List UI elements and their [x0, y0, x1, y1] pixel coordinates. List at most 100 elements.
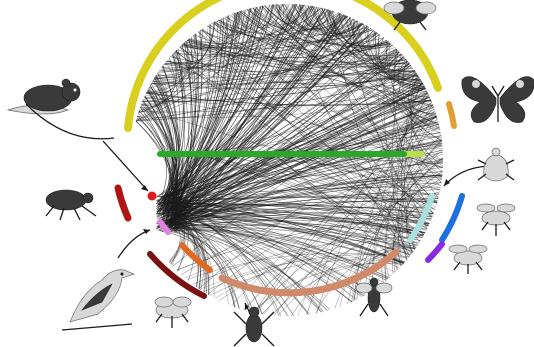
interaction-link: [161, 229, 405, 264]
interaction-link: [316, 6, 362, 35]
interaction-link: [283, 3, 432, 102]
interaction-link: [175, 221, 371, 293]
interaction-link: [230, 14, 428, 230]
interaction-link: [188, 7, 322, 45]
interaction-link: [281, 3, 354, 32]
interaction-link: [163, 33, 199, 198]
interaction-link: [145, 94, 442, 138]
pink-module-arc: [157, 219, 171, 235]
interaction-link: [207, 151, 443, 295]
interaction-link: [277, 4, 394, 49]
interaction-link: [172, 70, 415, 211]
interaction-link: [312, 153, 432, 221]
interaction-link: [392, 85, 425, 270]
interaction-link: [153, 21, 216, 79]
vole-pointer-head: [141, 185, 148, 191]
interaction-link: [173, 6, 259, 201]
interaction-link: [176, 216, 433, 271]
interaction-link: [157, 84, 424, 201]
interaction-link: [243, 158, 444, 311]
bee-icon: [383, 0, 437, 31]
interaction-link: [169, 201, 364, 297]
interaction-link: [402, 60, 442, 141]
interaction-link: [171, 153, 429, 226]
wasp-left-icon: [154, 296, 192, 328]
interaction-link: [204, 153, 425, 234]
interaction-link: [411, 78, 444, 167]
interaction-link: [173, 116, 438, 231]
interaction-link: [171, 211, 187, 221]
interaction-link: [198, 115, 437, 289]
interaction-link: [165, 196, 183, 208]
interaction-link: [172, 198, 189, 217]
interaction-link: [168, 231, 206, 292]
interaction-link: [179, 46, 436, 210]
interaction-link: [163, 211, 432, 221]
blue-module-arc: [439, 193, 465, 243]
interaction-link: [363, 24, 443, 142]
interaction-link: [236, 153, 434, 213]
interaction-link: [159, 115, 437, 204]
interaction-link: [180, 4, 271, 49]
wasp-right-icon: [448, 244, 488, 274]
interaction-link: [168, 104, 433, 227]
interaction-link: [197, 16, 227, 43]
bird-pointer-head: [143, 229, 150, 234]
vole-pointer: [102, 140, 149, 192]
interaction-links: [135, 3, 444, 317]
interaction-link: [243, 157, 444, 311]
interaction-link: [292, 153, 425, 235]
flea-icon: [45, 189, 97, 221]
interaction-link: [156, 18, 222, 214]
interaction-link: [167, 216, 425, 234]
interaction-link: [165, 40, 388, 68]
interaction-link: [169, 223, 384, 283]
interaction-link: [167, 196, 187, 225]
orange-top-module-arc: [446, 101, 457, 129]
interaction-link: [174, 224, 381, 286]
interaction-link: [296, 153, 434, 214]
interaction-link: [209, 6, 262, 35]
interaction-link: [172, 226, 412, 254]
interaction-link: [173, 196, 430, 225]
interaction-link: [172, 213, 405, 264]
interaction-link: [187, 95, 430, 155]
interaction-link: [256, 115, 437, 314]
pale-cyan-module-arc: [407, 193, 435, 243]
interaction-link: [166, 60, 413, 77]
interaction-link: [161, 140, 442, 207]
interaction-link: [172, 83, 424, 267]
red-module-arc: [114, 184, 132, 222]
interaction-link: [254, 115, 437, 155]
bug-pointer: [443, 165, 489, 187]
interaction-link: [137, 113, 171, 203]
interaction-link: [158, 6, 257, 215]
interaction-link: [356, 153, 414, 253]
interaction-link: [278, 3, 284, 24]
interaction-link: [179, 39, 198, 59]
interaction-link: [154, 50, 183, 80]
interaction-link: [295, 4, 425, 87]
salmon-module-arc: [218, 248, 400, 297]
interaction-link: [156, 200, 418, 246]
interaction-link: [311, 153, 437, 204]
interaction-link: [174, 8, 324, 233]
interaction-link: [314, 153, 441, 186]
interaction-link: [272, 4, 443, 177]
interaction-link: [156, 227, 389, 279]
interaction-link: [163, 227, 388, 280]
interaction-link: [186, 39, 421, 80]
interaction-link: [156, 207, 183, 219]
interaction-link: [392, 171, 443, 275]
interaction-link: [202, 28, 436, 208]
interaction-link: [351, 93, 429, 303]
interaction-link: [321, 7, 422, 81]
interaction-link: [283, 3, 434, 108]
interaction-link: [169, 206, 188, 221]
interaction-link: [321, 106, 434, 155]
interaction-link: [273, 153, 408, 260]
interaction-link: [291, 153, 439, 199]
interaction-link: [239, 11, 434, 106]
